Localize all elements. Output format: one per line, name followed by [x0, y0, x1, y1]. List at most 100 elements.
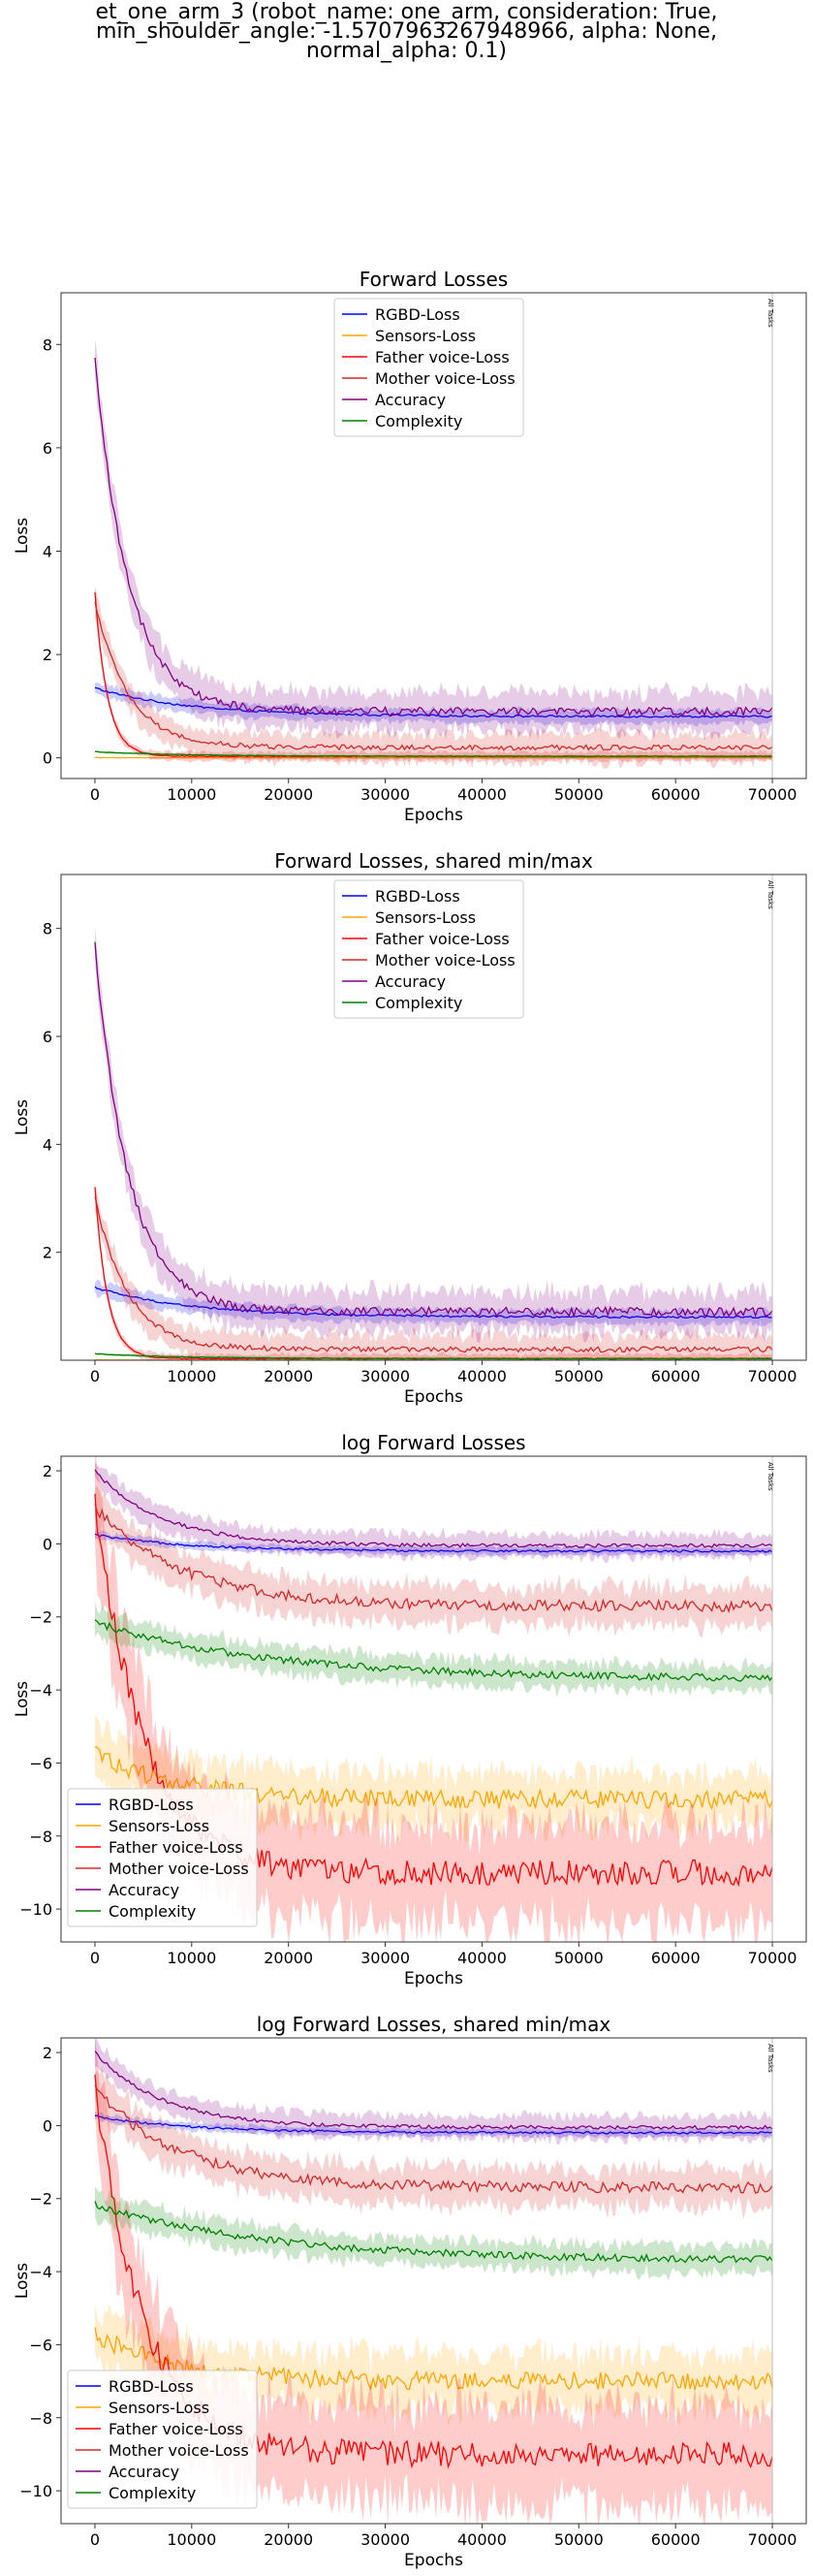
- legend-label-mother-voice-loss: Mother voice-Loss: [109, 2441, 249, 2460]
- plot-area: [94, 339, 773, 769]
- y-tick-label: 2: [43, 1462, 52, 1480]
- legend-label-rgbd-loss: RGBD-Loss: [109, 1796, 194, 1814]
- line-rgbd-loss: [94, 686, 773, 718]
- band-accuracy: [95, 339, 772, 742]
- task-vline-label: All Tasks: [766, 880, 774, 909]
- legend-label-father-voice-loss: Father voice-Loss: [109, 2420, 243, 2438]
- x-tick-label: 40000: [457, 2530, 507, 2549]
- x-tick-label: 30000: [360, 785, 410, 804]
- x-tick-label: 10000: [167, 1367, 216, 1385]
- chart-title: log Forward Losses: [341, 1431, 525, 1454]
- y-tick-label: −10: [19, 1900, 52, 1919]
- y-tick-label: 4: [43, 542, 52, 560]
- x-tick-label: 40000: [457, 1367, 507, 1385]
- plot-area: [94, 2038, 773, 2524]
- x-axis-label: Epochs: [404, 2551, 463, 2570]
- y-tick-label: 0: [43, 1535, 52, 1553]
- legend-label-sensors-loss: Sensors-Loss: [109, 1817, 209, 1835]
- y-tick-label: 4: [43, 1135, 52, 1154]
- legend-label-mother-voice-loss: Mother voice-Loss: [375, 369, 516, 388]
- band-sensors-loss: [95, 1717, 772, 1843]
- line-accuracy: [94, 1469, 773, 1548]
- x-axis-label: Epochs: [404, 1969, 463, 1988]
- legend-label-complexity: Complexity: [375, 412, 462, 430]
- x-tick-label: 60000: [651, 785, 701, 804]
- line-accuracy: [94, 2051, 773, 2130]
- y-tick-label: 2: [43, 1244, 52, 1262]
- line-complexity: [94, 750, 773, 757]
- band-father-voice-loss: [95, 1456, 772, 1942]
- axes-frame: [60, 2037, 807, 2525]
- line-complexity: [94, 2201, 773, 2264]
- y-tick-label: −6: [29, 2336, 52, 2354]
- legend-label-rgbd-loss: RGBD-Loss: [109, 2377, 194, 2396]
- chart-log-forward-losses-shared: log Forward Losses, shared min/max All Ta…: [13, 2013, 807, 2570]
- y-tick-label: 2: [43, 646, 52, 664]
- x-tick-label: 20000: [264, 2530, 313, 2549]
- plot-area: [94, 1456, 773, 1942]
- task-vline-label: All Tasks: [766, 299, 774, 328]
- x-tick-label: 40000: [457, 785, 507, 804]
- plot-area: [94, 926, 773, 1360]
- line-mother-voice-loss: [94, 1196, 773, 1353]
- x-tick-label: 30000: [360, 1367, 410, 1385]
- band-mother-voice-loss: [95, 586, 772, 769]
- legend-label-complexity: Complexity: [109, 1902, 196, 1921]
- legend-label-sensors-loss: Sensors-Loss: [109, 2399, 209, 2417]
- x-tick-label: 20000: [264, 785, 313, 804]
- legend-label-rgbd-loss: RGBD-Loss: [375, 305, 460, 324]
- task-vline-label: All Tasks: [766, 1462, 774, 1491]
- y-tick-label: −4: [29, 2263, 52, 2281]
- x-tick-label: 30000: [360, 1949, 410, 1967]
- band-father-voice-loss: [95, 2038, 772, 2524]
- line-complexity: [94, 1352, 773, 1360]
- x-tick-label: 60000: [651, 1367, 701, 1385]
- y-tick-label: −6: [29, 1754, 52, 1772]
- chart-log-forward-losses: log Forward Losses All Tasks 0 10000 20000 30…: [13, 1431, 807, 1988]
- y-tick-label: 6: [43, 439, 52, 458]
- y-tick-label: −10: [19, 2482, 52, 2500]
- legend: RGBD-Loss Sensors-Loss Father voice-Loss Mo…: [67, 1788, 258, 1927]
- line-accuracy: [94, 357, 773, 717]
- x-tick-label: 0: [90, 1367, 100, 1385]
- legend-label-father-voice-loss: Father voice-Loss: [109, 1838, 243, 1857]
- legend-label-accuracy: Accuracy: [375, 972, 446, 991]
- band-accuracy: [95, 1462, 772, 1564]
- legend-label-sensors-loss: Sensors-Loss: [375, 908, 476, 927]
- legend-label-father-voice-loss: Father voice-Loss: [375, 348, 510, 366]
- chart-title: Forward Losses, shared min/max: [274, 849, 593, 873]
- y-axis-label: Loss: [13, 2263, 32, 2299]
- suptitle-line-2: min_shoulder_angle: -1.5707963267948966,…: [95, 19, 718, 44]
- x-tick-label: 0: [90, 2530, 100, 2549]
- legend: RGBD-Loss Sensors-Loss Father voice-Loss Mo…: [333, 879, 524, 1019]
- y-axis-label: Loss: [13, 518, 32, 554]
- x-tick-label: 50000: [554, 1949, 604, 1967]
- band-rgbd-loss: [95, 1279, 772, 1327]
- chart-title: log Forward Losses, shared min/max: [257, 2013, 611, 2036]
- x-axis-label: Epochs: [404, 1387, 463, 1407]
- x-tick-label: 20000: [264, 1949, 313, 1967]
- legend-label-mother-voice-loss: Mother voice-Loss: [109, 1860, 249, 1878]
- x-tick-label: 60000: [651, 2530, 701, 2549]
- y-tick-label: −8: [29, 1828, 52, 1846]
- y-tick-label: 0: [43, 2116, 52, 2135]
- line-accuracy: [94, 941, 773, 1319]
- x-tick-label: 10000: [167, 2530, 216, 2549]
- legend-label-sensors-loss: Sensors-Loss: [375, 327, 476, 345]
- y-tick-label: 0: [43, 749, 52, 768]
- line-mother-voice-loss: [94, 2084, 773, 2194]
- band-mother-voice-loss: [95, 1485, 772, 1638]
- suptitle-line-3: normal_alpha: 0.1): [305, 39, 508, 63]
- x-tick-label: 50000: [554, 2530, 604, 2549]
- legend-label-complexity: Complexity: [375, 994, 462, 1012]
- x-tick-label: 70000: [748, 1949, 797, 1967]
- task-vline-label: All Tasks: [766, 2044, 774, 2073]
- legend: RGBD-Loss Sensors-Loss Father voice-Loss Mo…: [333, 298, 524, 437]
- line-rgbd-loss: [94, 1286, 773, 1320]
- band-mother-voice-loss: [95, 1183, 772, 1360]
- legend-label-rgbd-loss: RGBD-Loss: [375, 887, 460, 906]
- y-tick-label: −2: [29, 1608, 52, 1627]
- legend-label-mother-voice-loss: Mother voice-Loss: [375, 951, 516, 970]
- legend-label-complexity: Complexity: [109, 2484, 196, 2502]
